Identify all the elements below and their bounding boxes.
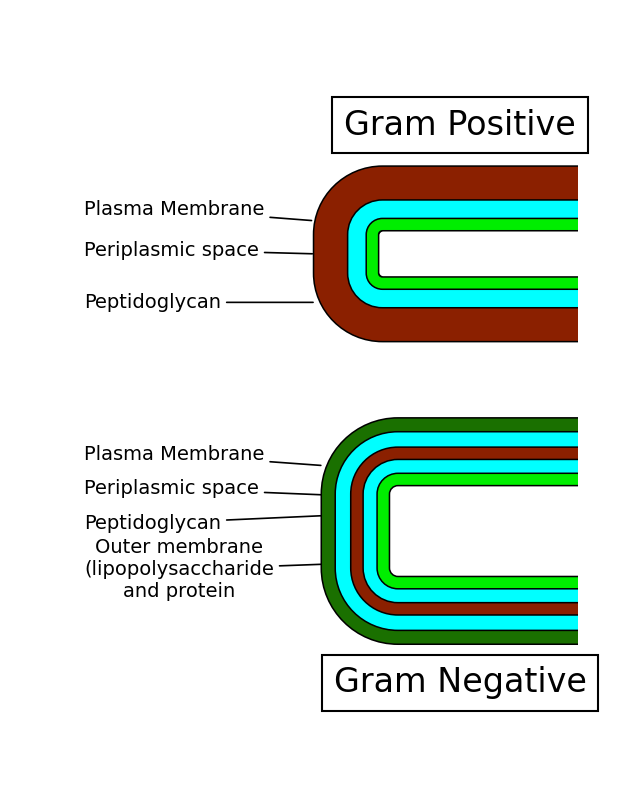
PathPatch shape <box>350 446 623 616</box>
Text: Outer membrane
(lipopolysaccharide
and protein: Outer membrane (lipopolysaccharide and p… <box>84 538 322 601</box>
PathPatch shape <box>367 219 623 289</box>
PathPatch shape <box>352 448 623 614</box>
PathPatch shape <box>376 473 623 590</box>
PathPatch shape <box>347 199 623 309</box>
Text: Peptidoglycan: Peptidoglycan <box>84 514 321 533</box>
Text: Gram Positive: Gram Positive <box>344 109 576 142</box>
PathPatch shape <box>315 167 623 341</box>
PathPatch shape <box>378 230 623 278</box>
Text: Periplasmic space: Periplasmic space <box>84 479 321 498</box>
Text: Periplasmic space: Periplasmic space <box>84 241 312 259</box>
PathPatch shape <box>390 486 623 576</box>
PathPatch shape <box>322 418 623 643</box>
PathPatch shape <box>364 460 623 602</box>
PathPatch shape <box>334 431 623 631</box>
Text: Peptidoglycan: Peptidoglycan <box>84 293 313 312</box>
PathPatch shape <box>336 433 623 630</box>
PathPatch shape <box>379 231 623 276</box>
Text: Plasma Membrane: Plasma Membrane <box>84 446 321 466</box>
PathPatch shape <box>313 166 623 342</box>
PathPatch shape <box>388 485 623 578</box>
Text: Plasma Membrane: Plasma Membrane <box>84 201 311 221</box>
PathPatch shape <box>365 218 623 290</box>
PathPatch shape <box>320 417 623 645</box>
PathPatch shape <box>362 458 623 603</box>
PathPatch shape <box>378 474 623 588</box>
Text: Gram Negative: Gram Negative <box>334 666 586 699</box>
PathPatch shape <box>349 201 623 307</box>
